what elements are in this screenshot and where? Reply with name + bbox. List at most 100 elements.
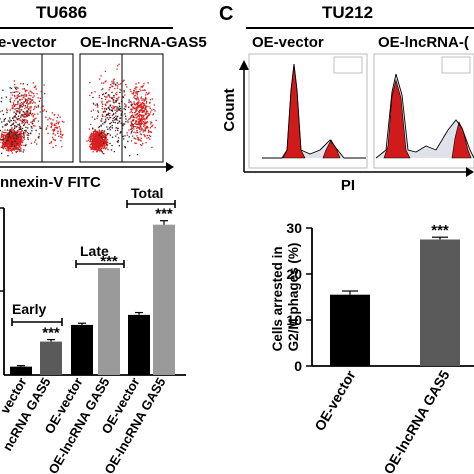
flow-dot [18, 111, 21, 113]
flow-dot [98, 134, 100, 136]
flow-dot [14, 125, 16, 127]
flow-dot [3, 120, 5, 122]
flow-dot [15, 151, 17, 153]
flow-dot [135, 108, 137, 111]
flow-dot [143, 114, 145, 116]
flow-dot [138, 117, 140, 119]
flow-dot [135, 126, 137, 128]
flow-dot [138, 100, 140, 102]
flow-dot [111, 80, 113, 83]
flow-dot [33, 86, 35, 88]
flow-dot [134, 123, 136, 125]
flow-dot [27, 137, 29, 139]
flow-dot [128, 118, 130, 120]
flow-dot [27, 112, 29, 114]
flow-dot [104, 148, 107, 150]
flow-dot [140, 115, 143, 118]
flow-dot [144, 135, 146, 137]
flow-dot [111, 114, 113, 117]
flow-dot [23, 144, 25, 147]
flow-dot [124, 147, 126, 149]
flow-dot [138, 122, 140, 124]
flow-dot [19, 140, 21, 142]
flow-dot [101, 133, 103, 136]
flow-dot [143, 111, 145, 113]
flow-dot [4, 138, 6, 140]
flow-dot [57, 122, 59, 124]
flow-dot [15, 88, 17, 90]
flow-dot [92, 151, 94, 153]
flow-dot [135, 106, 137, 109]
flow-dot [23, 116, 25, 118]
flow-dot [22, 115, 24, 117]
flow-dot [139, 118, 141, 120]
flow-dot [96, 142, 98, 144]
flow-dot [57, 123, 60, 125]
flow-dot [19, 127, 21, 129]
flow-dot [147, 121, 149, 123]
flow-dot [147, 112, 149, 114]
flow-dot [92, 142, 94, 144]
flow-dot [14, 116, 16, 118]
flow-dot [93, 136, 95, 138]
flow-dot [34, 105, 36, 107]
flow-dot [111, 82, 113, 84]
flow-dot [104, 137, 106, 140]
flow-dot [133, 131, 135, 133]
flow-dot [21, 130, 23, 132]
flow-dot [19, 128, 21, 130]
flow-dot [3, 140, 5, 142]
flow-dot [3, 141, 5, 143]
flow-dot [4, 141, 7, 144]
flow-dot [15, 132, 17, 134]
flow-dot [6, 108, 8, 110]
flow-dot [17, 135, 19, 138]
flow-dot [19, 132, 21, 134]
flow-dot [115, 118, 118, 121]
flow-dot [116, 140, 118, 143]
flow-dot [116, 108, 118, 110]
flow-dot [89, 146, 91, 148]
flow-dot [53, 128, 55, 131]
flow-dot [148, 92, 150, 94]
flow-dot [101, 82, 103, 84]
flow-dot [24, 105, 27, 107]
flow-dot [20, 130, 23, 132]
flow-dot [109, 116, 112, 119]
flow-dot [124, 108, 127, 111]
flow-dot [10, 143, 12, 146]
flow-dot [141, 114, 144, 116]
flow-dot [132, 92, 135, 94]
flow-dot [10, 129, 12, 131]
flow-dot [117, 107, 119, 109]
flow-dot [109, 96, 111, 98]
flow-dot [134, 111, 136, 114]
flow-dot [32, 114, 34, 117]
flow-dot [130, 110, 132, 112]
flow-dot [92, 127, 94, 129]
flow-dot [86, 140, 88, 142]
flow-dot [101, 140, 103, 142]
flow-dot [34, 86, 36, 88]
flow-dot [133, 128, 135, 130]
flow-dot [131, 103, 133, 105]
flow-dot [104, 111, 106, 113]
flow-dot [35, 117, 37, 119]
flow-dot [2, 136, 5, 138]
flow-dot [143, 104, 146, 106]
flow-dot [38, 133, 40, 135]
flow-dot [143, 89, 146, 91]
significance-marker: *** [100, 253, 118, 270]
flow-dot [96, 106, 99, 108]
tu212-label-oe: OE-lncRNA-( [378, 34, 469, 51]
flow-dot [24, 91, 27, 93]
flow-dot [101, 151, 103, 153]
flow-dot [132, 116, 134, 118]
flow-dot [19, 106, 21, 108]
flow-dot [141, 127, 143, 130]
flow-dot [31, 112, 34, 115]
flow-dot [103, 111, 105, 113]
flow-dot [136, 154, 139, 156]
flow-dot [7, 155, 9, 157]
flow-dot [138, 127, 140, 130]
